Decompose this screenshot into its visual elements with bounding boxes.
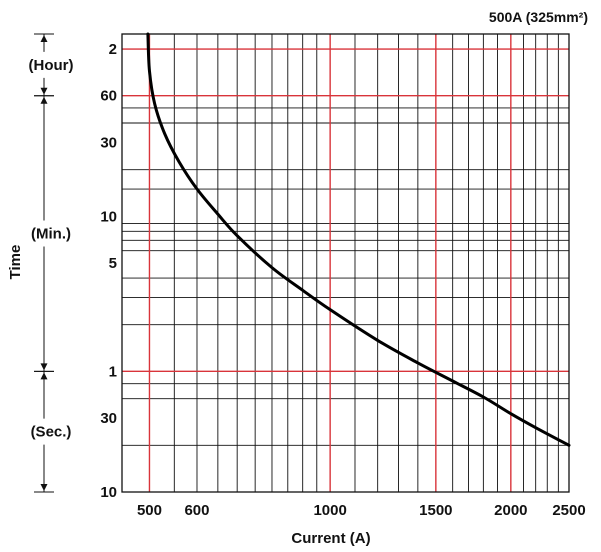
time-range-brackets: (Hour) (Min.) (Sec.) xyxy=(29,33,74,493)
range-arrow xyxy=(40,87,48,95)
x-tick-label: 2000 xyxy=(494,502,527,519)
y-tick-label: 5 xyxy=(109,255,117,272)
plot-frame xyxy=(121,33,570,493)
y-tick-label: 10 xyxy=(100,208,117,225)
y-axis-label: Time xyxy=(7,245,24,280)
y-tick-label: 60 xyxy=(100,88,117,105)
major-vertical-gridlines xyxy=(148,34,512,492)
range-label: (Sec.) xyxy=(31,424,72,441)
range-arrow xyxy=(40,363,48,371)
range-label: (Min.) xyxy=(31,226,71,243)
x-tick-label: 600 xyxy=(184,502,209,519)
minor-horizontal-gridlines xyxy=(122,107,569,446)
x-tick-label: 2500 xyxy=(552,502,585,519)
y-tick-label: 10 xyxy=(100,484,117,501)
x-tick-label: 1000 xyxy=(313,502,346,519)
range-arrow xyxy=(40,35,48,42)
x-tick-label: 500 xyxy=(137,502,162,519)
y-tick-labels: 2 60 30 10 5 1 30 10 xyxy=(100,41,117,501)
range-arrow xyxy=(40,484,48,491)
range-label: (Hour) xyxy=(29,57,74,74)
major-horizontal-gridlines xyxy=(122,48,569,373)
x-tick-label: 1500 xyxy=(419,502,452,519)
x-tick-labels: 500 600 1000 1500 2000 2500 xyxy=(137,502,586,519)
minor-vertical-gridlines xyxy=(173,34,559,492)
series-line xyxy=(146,32,571,447)
y-tick-label: 30 xyxy=(100,410,117,427)
range-arrow xyxy=(40,96,48,104)
x-axis-label: Current (A) xyxy=(291,530,370,547)
range-arrow xyxy=(40,372,48,380)
chart-title: 500A (325mm²) xyxy=(489,9,588,25)
y-tick-label: 1 xyxy=(109,363,117,380)
y-tick-label: 2 xyxy=(109,41,117,58)
y-tick-label: 30 xyxy=(100,134,117,151)
